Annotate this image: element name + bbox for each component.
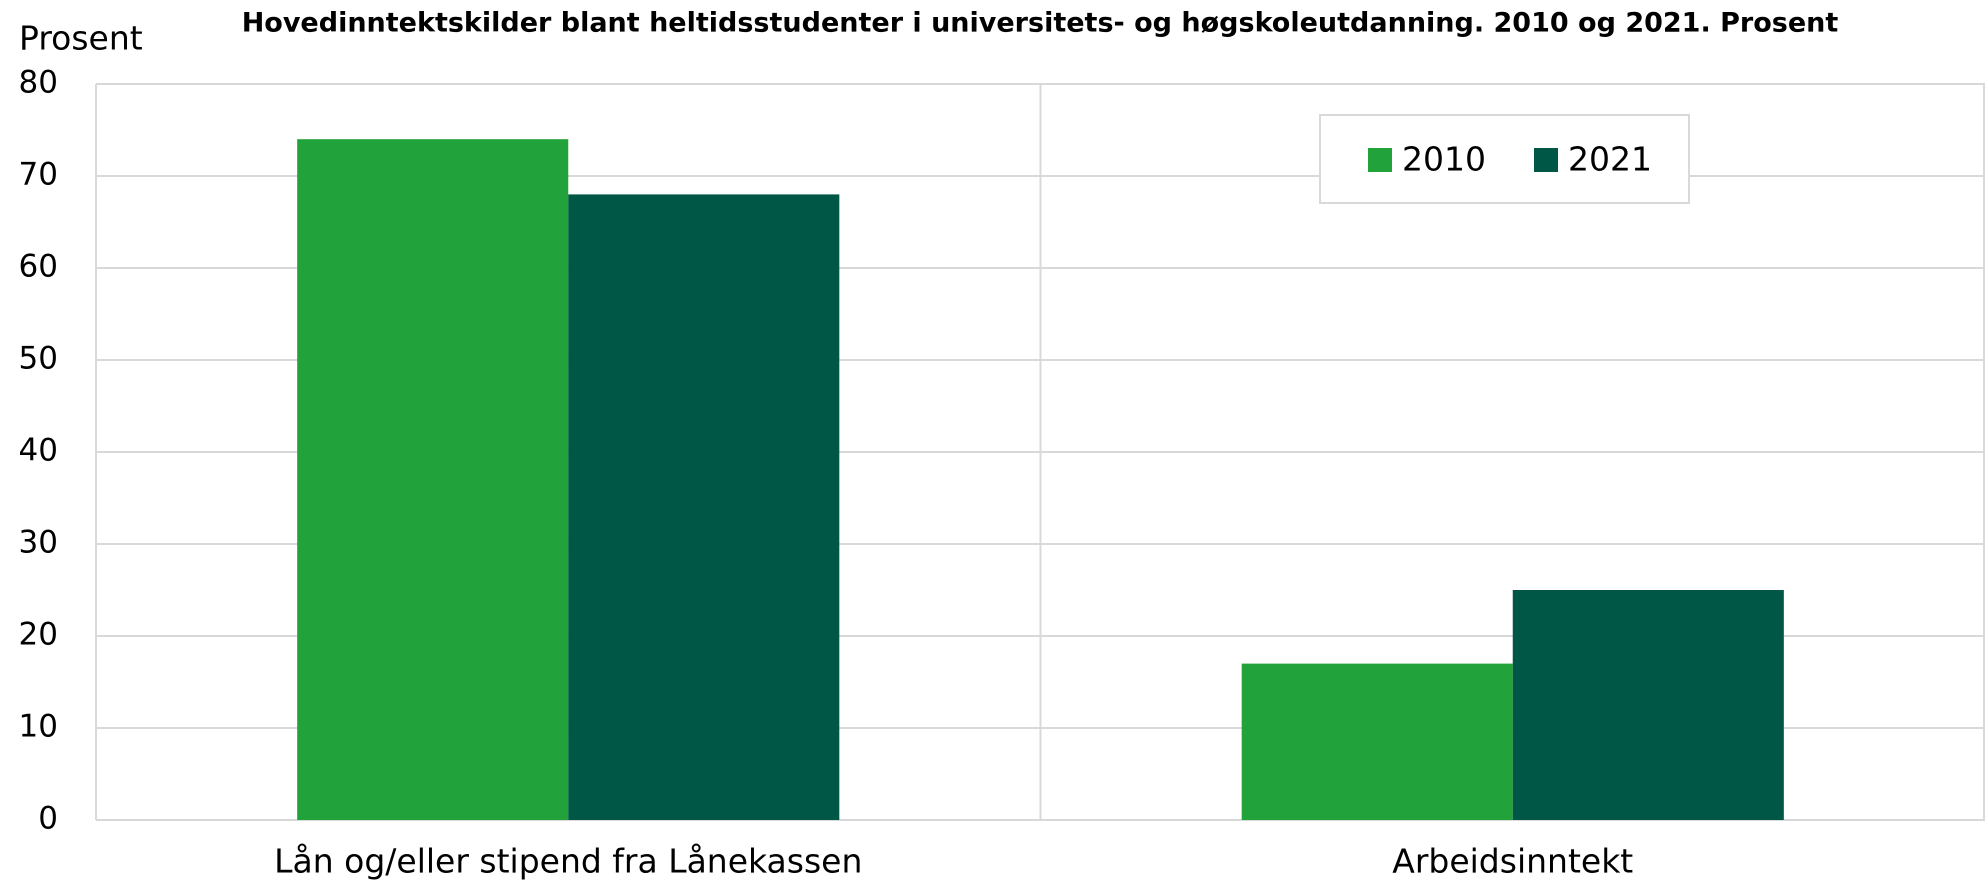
x-tick-label: Arbeidsinntekt — [1392, 842, 1633, 881]
y-tick-label: 50 — [19, 341, 58, 377]
y-tick-label: 20 — [19, 617, 58, 653]
legend-swatch — [1534, 148, 1558, 172]
y-tick-label: 70 — [19, 157, 58, 193]
y-tick-label: 60 — [19, 249, 58, 285]
y-tick-label: 0 — [38, 801, 58, 837]
legend-label: 2021 — [1568, 140, 1652, 179]
bar — [568, 194, 840, 820]
chart-title: Hovedinntektskilder blant heltidsstudent… — [242, 8, 1839, 39]
y-tick-label: 10 — [19, 709, 58, 745]
y-tick-label: 40 — [19, 433, 58, 469]
legend-swatch — [1368, 148, 1392, 172]
bar — [1241, 663, 1513, 820]
x-tick-label: Lån og/eller stipend fra Lånekassen — [274, 842, 862, 881]
bar — [1512, 590, 1784, 820]
y-tick-label: 30 — [19, 525, 58, 561]
y-axis-label: Prosent — [19, 19, 143, 58]
bar — [297, 139, 569, 820]
legend-label: 2010 — [1402, 140, 1486, 179]
y-tick-label: 80 — [19, 65, 58, 101]
